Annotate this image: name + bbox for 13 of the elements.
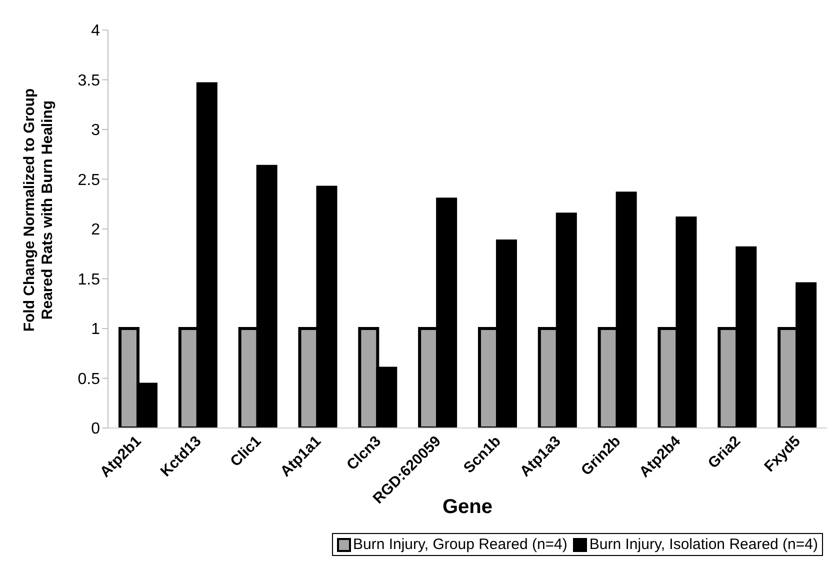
y-axis-title: Fold Change Normalized to Group Reared Rats with Burn Healing [21, 88, 56, 332]
y-tick-label: 0 [91, 420, 100, 438]
y-tick-label: 0.5 [78, 370, 100, 388]
legend-label: Burn Injury, Isolation Reared (n=4) [588, 536, 818, 553]
legend-label: Burn Injury, Group Reared (n=4) [352, 536, 568, 553]
y-tick-label: 2.5 [78, 172, 100, 189]
y-tick-label: 1 [91, 321, 100, 338]
y-tick-label: 1.5 [78, 271, 100, 288]
y-tick-label: 3 [91, 122, 100, 140]
y-tick-label: 3.5 [78, 72, 100, 90]
y-tick-label: 4 [91, 22, 100, 40]
y-tick-label: 2 [91, 222, 100, 239]
x-axis-title: Gene [442, 496, 493, 518]
